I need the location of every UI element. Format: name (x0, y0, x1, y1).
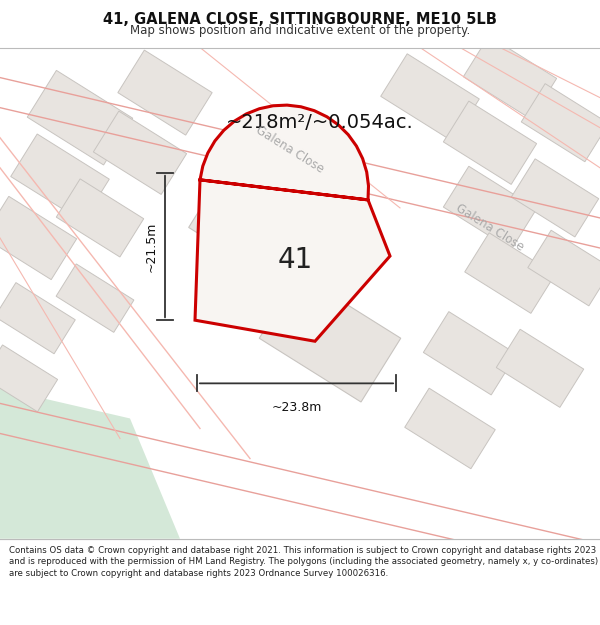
Polygon shape (463, 36, 557, 119)
Polygon shape (94, 111, 187, 194)
Polygon shape (0, 345, 58, 412)
Polygon shape (443, 166, 536, 249)
Polygon shape (443, 101, 536, 184)
Polygon shape (521, 84, 600, 162)
Polygon shape (496, 329, 584, 408)
Polygon shape (188, 159, 341, 296)
Text: Galena Close: Galena Close (454, 202, 526, 254)
Polygon shape (0, 388, 180, 539)
Text: Map shows position and indicative extent of the property.: Map shows position and indicative extent… (130, 24, 470, 37)
Polygon shape (0, 282, 75, 354)
Text: ~23.8m: ~23.8m (271, 401, 322, 414)
Polygon shape (424, 312, 517, 395)
Polygon shape (465, 232, 555, 313)
Polygon shape (381, 54, 479, 141)
Polygon shape (56, 264, 134, 332)
Polygon shape (259, 274, 401, 402)
Polygon shape (511, 159, 599, 237)
Polygon shape (11, 134, 109, 222)
Polygon shape (528, 230, 600, 306)
Text: 41: 41 (277, 246, 313, 274)
Text: ~218m²/~0.054ac.: ~218m²/~0.054ac. (226, 113, 414, 132)
Text: 41, GALENA CLOSE, SITTINGBOURNE, ME10 5LB: 41, GALENA CLOSE, SITTINGBOURNE, ME10 5L… (103, 12, 497, 27)
Text: Galena Close: Galena Close (254, 124, 326, 176)
Polygon shape (118, 50, 212, 135)
Polygon shape (27, 71, 133, 165)
Polygon shape (56, 179, 144, 257)
Polygon shape (405, 388, 495, 469)
Text: Contains OS data © Crown copyright and database right 2021. This information is : Contains OS data © Crown copyright and d… (9, 546, 598, 578)
Polygon shape (195, 105, 390, 341)
Polygon shape (0, 196, 77, 279)
Text: ~21.5m: ~21.5m (145, 221, 157, 272)
